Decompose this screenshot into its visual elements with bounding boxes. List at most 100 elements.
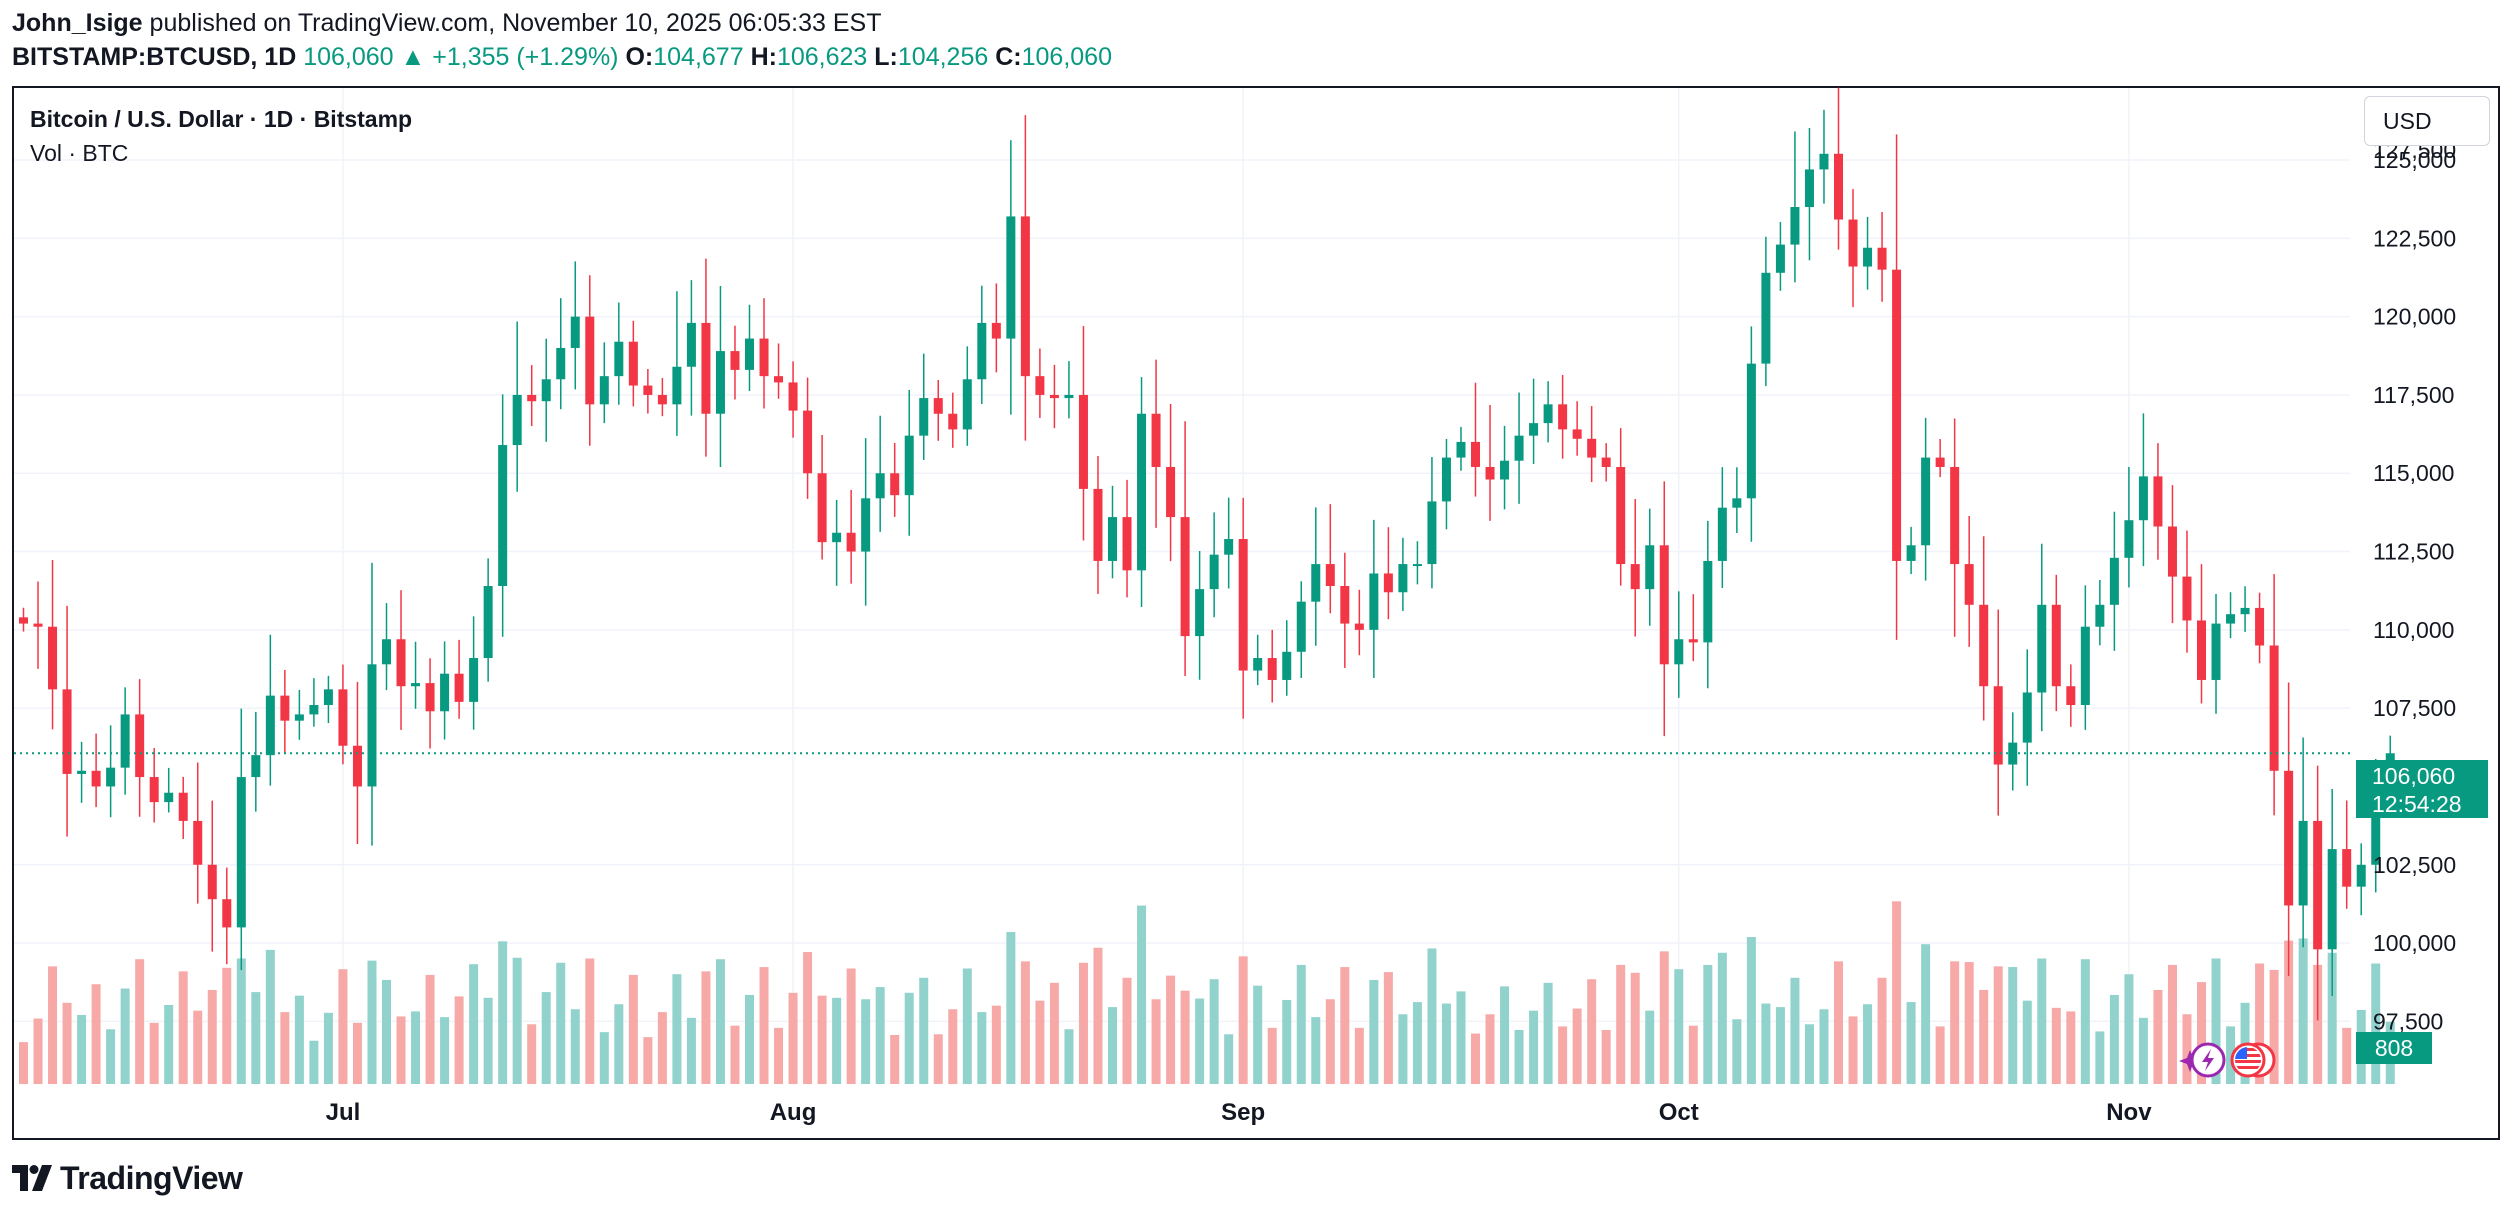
volume-bar [411, 1011, 421, 1084]
volume-bar [2182, 1014, 2192, 1084]
up-arrow-icon: ▲ [400, 43, 426, 71]
close-label: C: [995, 43, 1022, 71]
chart-legend-title[interactable]: Bitcoin / U.S. Dollar · 1D · Bitstamp [30, 106, 413, 132]
volume-bar [2226, 1026, 2236, 1084]
us-flag-icon[interactable] [2230, 1042, 2276, 1078]
volume-legend[interactable]: Vol · BTC [30, 140, 129, 166]
candle-body [643, 385, 653, 395]
volume-bar [1282, 999, 1292, 1084]
candle-body [1935, 457, 1945, 467]
candle-body [1354, 623, 1364, 630]
candle-body [367, 664, 377, 787]
open-label: O: [625, 43, 654, 71]
candle-body [1993, 686, 2003, 765]
volume-bar [1950, 961, 1960, 1084]
lightning-icon[interactable] [2190, 1042, 2226, 1078]
candle-body [933, 398, 943, 414]
currency-button[interactable]: USD [2364, 96, 2490, 146]
candle-body [2197, 620, 2206, 680]
volume-bar [1935, 1026, 1945, 1084]
candles [19, 87, 2395, 1021]
volume-bar [323, 1012, 333, 1084]
candle-body [962, 379, 972, 430]
volume-bar [1412, 1002, 1422, 1084]
volume-bar [280, 1012, 290, 1084]
candle-body [948, 413, 958, 430]
candle-body [236, 777, 246, 928]
candle-body [2080, 626, 2090, 706]
volume-bar [1195, 998, 1205, 1084]
volume-bar [1137, 905, 1147, 1084]
volume-bar [1703, 964, 1713, 1084]
event-icons[interactable] [2178, 1040, 2288, 1080]
author-name[interactable]: John_Isige [12, 9, 143, 37]
volume-bar [2153, 989, 2163, 1084]
candle-body [1238, 539, 1248, 671]
volume-bar [1500, 986, 1510, 1084]
volume-bar [1224, 1034, 1234, 1084]
candle-body [817, 473, 827, 543]
volume-bar [1761, 1003, 1771, 1084]
candle-body [1688, 639, 1698, 643]
y-tick-label: 122,500 [2373, 225, 2456, 251]
volume-bar [1122, 977, 1132, 1084]
volume-bar [2037, 958, 2047, 1084]
low-value: 104,256 [897, 43, 989, 71]
candle-body [1195, 589, 1205, 637]
volume-bar [1601, 1029, 1611, 1084]
candle-body [1137, 413, 1147, 571]
candle-body [483, 586, 493, 659]
candle-body [294, 714, 304, 721]
last-price-badge: 106,060 12:54:28 [2356, 760, 2488, 818]
candle-body [1398, 564, 1408, 593]
candle-body [991, 322, 1001, 339]
price-change: +1,355 (+1.29%) [432, 43, 619, 71]
volume-bar [1180, 990, 1190, 1084]
volume-bar [483, 997, 493, 1084]
sparkle-icon[interactable] [2179, 1050, 2201, 1072]
volume-bar [2342, 1027, 2352, 1084]
volume-bar [1471, 1033, 1480, 1084]
candle-body [875, 473, 885, 499]
volume-bar [367, 960, 377, 1084]
volume-bar [614, 1004, 624, 1084]
volume-bar [2051, 1007, 2061, 1084]
volume-bar [2138, 1017, 2148, 1084]
volume-bar [164, 1004, 174, 1084]
candle-body [919, 398, 929, 436]
volume-bar [440, 1017, 450, 1084]
volume-bar [178, 971, 188, 1084]
candle-body [1108, 517, 1117, 561]
volume-bar [1804, 1024, 1814, 1084]
candle-body [338, 689, 348, 746]
candle-body [2313, 820, 2323, 950]
volume-bar [1572, 1008, 1582, 1084]
volume-bar [1311, 1017, 1321, 1084]
close-value: 106,060 [1021, 43, 1112, 71]
candle-body [1775, 244, 1785, 273]
volume-bar [890, 1034, 900, 1084]
candle-body [2124, 520, 2134, 558]
volume-bar [251, 992, 261, 1084]
tradingview-logo[interactable]: TradingView [12, 1160, 243, 1196]
volume-bar [1035, 1000, 1045, 1084]
volume-bar [1993, 966, 2003, 1084]
volume-bar [1863, 1004, 1873, 1084]
y-tick-label: 97,500 [2373, 1008, 2443, 1034]
volume-bar [352, 1022, 362, 1084]
candle-body [1717, 507, 1727, 561]
candle-body [1441, 457, 1451, 502]
candle-body [701, 322, 711, 414]
volume-bar [91, 984, 101, 1084]
y-tick-label: 102,500 [2373, 852, 2456, 878]
y-tick-label: 112,500 [2373, 539, 2454, 565]
volume-bar [382, 979, 391, 1084]
candle-body [1151, 413, 1161, 467]
candle-body [1311, 564, 1321, 602]
candle-body [977, 322, 987, 380]
volume-bar [541, 992, 551, 1084]
candle-body [1224, 539, 1234, 555]
volume-bar [2008, 967, 2018, 1084]
volume-bar [2284, 940, 2294, 1084]
